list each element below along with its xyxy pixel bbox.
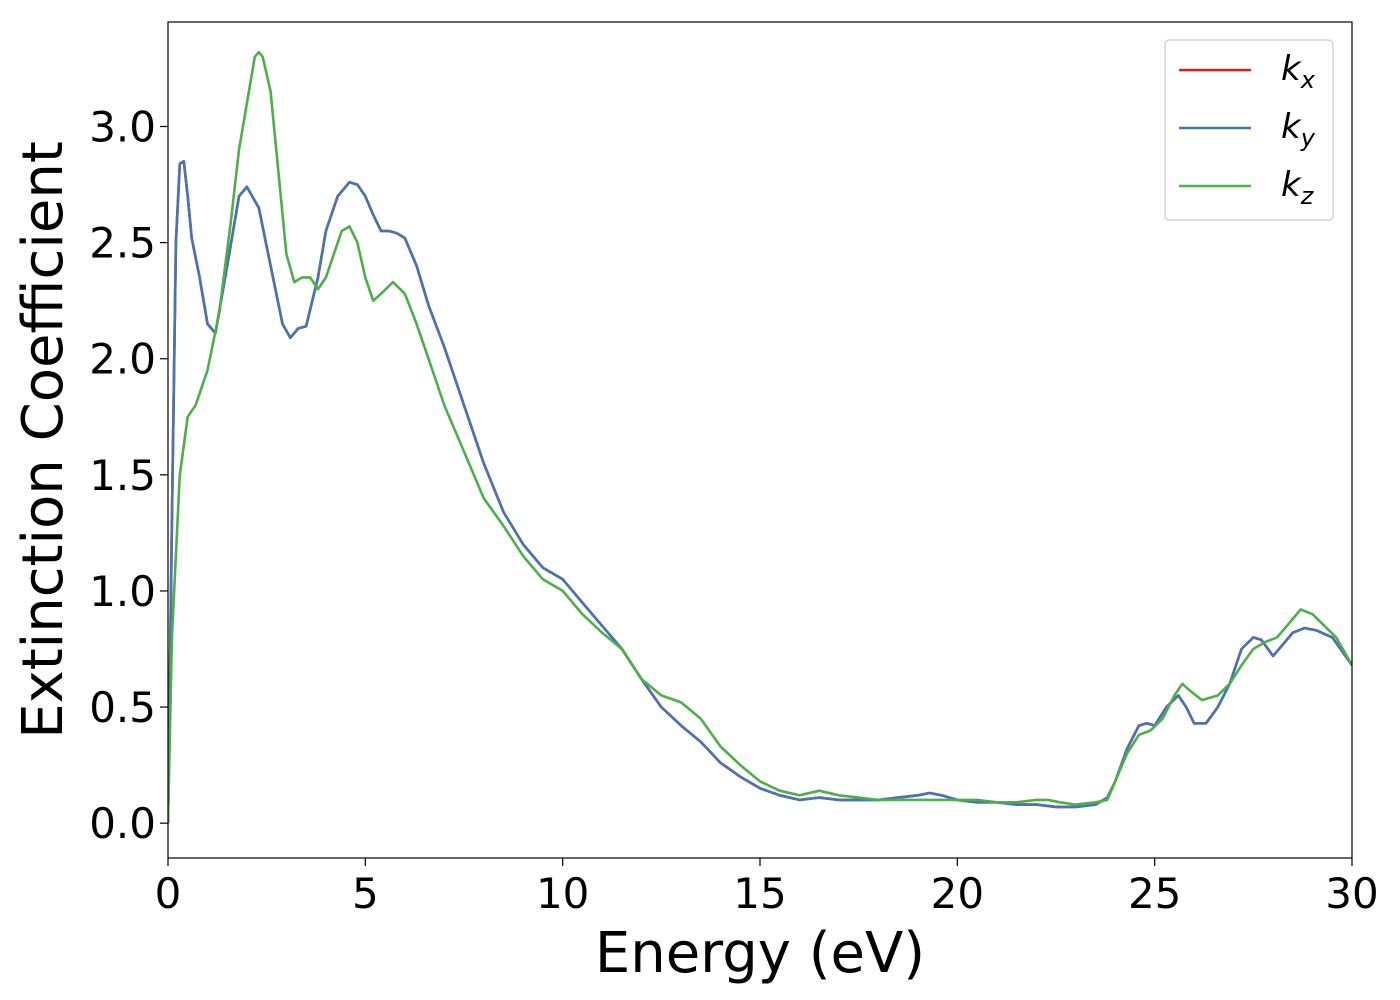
y-tick-label: 1.5 xyxy=(89,451,156,500)
legend: kx ky kz xyxy=(1164,39,1334,221)
y-axis-title: Extinction Coefficient xyxy=(11,141,76,739)
y-tick-label: 0.0 xyxy=(89,799,156,848)
y-tick-label: 0.5 xyxy=(89,683,156,732)
series-line-kz xyxy=(168,50,1352,824)
series-line-ky xyxy=(168,160,1352,824)
legend-entry-ky: ky xyxy=(1179,107,1316,152)
y-tick-label: 1.0 xyxy=(89,567,156,616)
x-tick-label: 15 xyxy=(733,869,786,918)
legend-entries: kx ky kz xyxy=(1179,49,1316,210)
x-tick-label: 10 xyxy=(536,869,589,918)
y-tick-label: 3.0 xyxy=(89,103,156,152)
y-axis-ticks: 0.0 0.5 1.0 1.5 2.0 2.5 3.0 xyxy=(89,103,168,848)
x-axis-title: Energy (eV) xyxy=(595,921,925,986)
x-tick-label: 0 xyxy=(155,869,182,918)
x-tick-label: 5 xyxy=(352,869,379,918)
series-layer xyxy=(168,50,1352,824)
y-tick-label: 2.0 xyxy=(89,335,156,384)
x-tick-label: 25 xyxy=(1128,869,1181,918)
legend-entry-kz: kz xyxy=(1179,165,1315,210)
x-tick-label: 20 xyxy=(931,869,984,918)
legend-label: kx xyxy=(1281,49,1316,94)
x-axis-ticks: 0 5 10 15 20 25 30 xyxy=(155,858,1379,918)
legend-label: kz xyxy=(1281,165,1315,210)
legend-entry-kx: kx xyxy=(1179,49,1316,94)
y-tick-label: 2.5 xyxy=(89,219,156,268)
legend-box xyxy=(1164,39,1334,221)
legend-label: ky xyxy=(1281,107,1316,152)
x-tick-label: 30 xyxy=(1325,869,1378,918)
